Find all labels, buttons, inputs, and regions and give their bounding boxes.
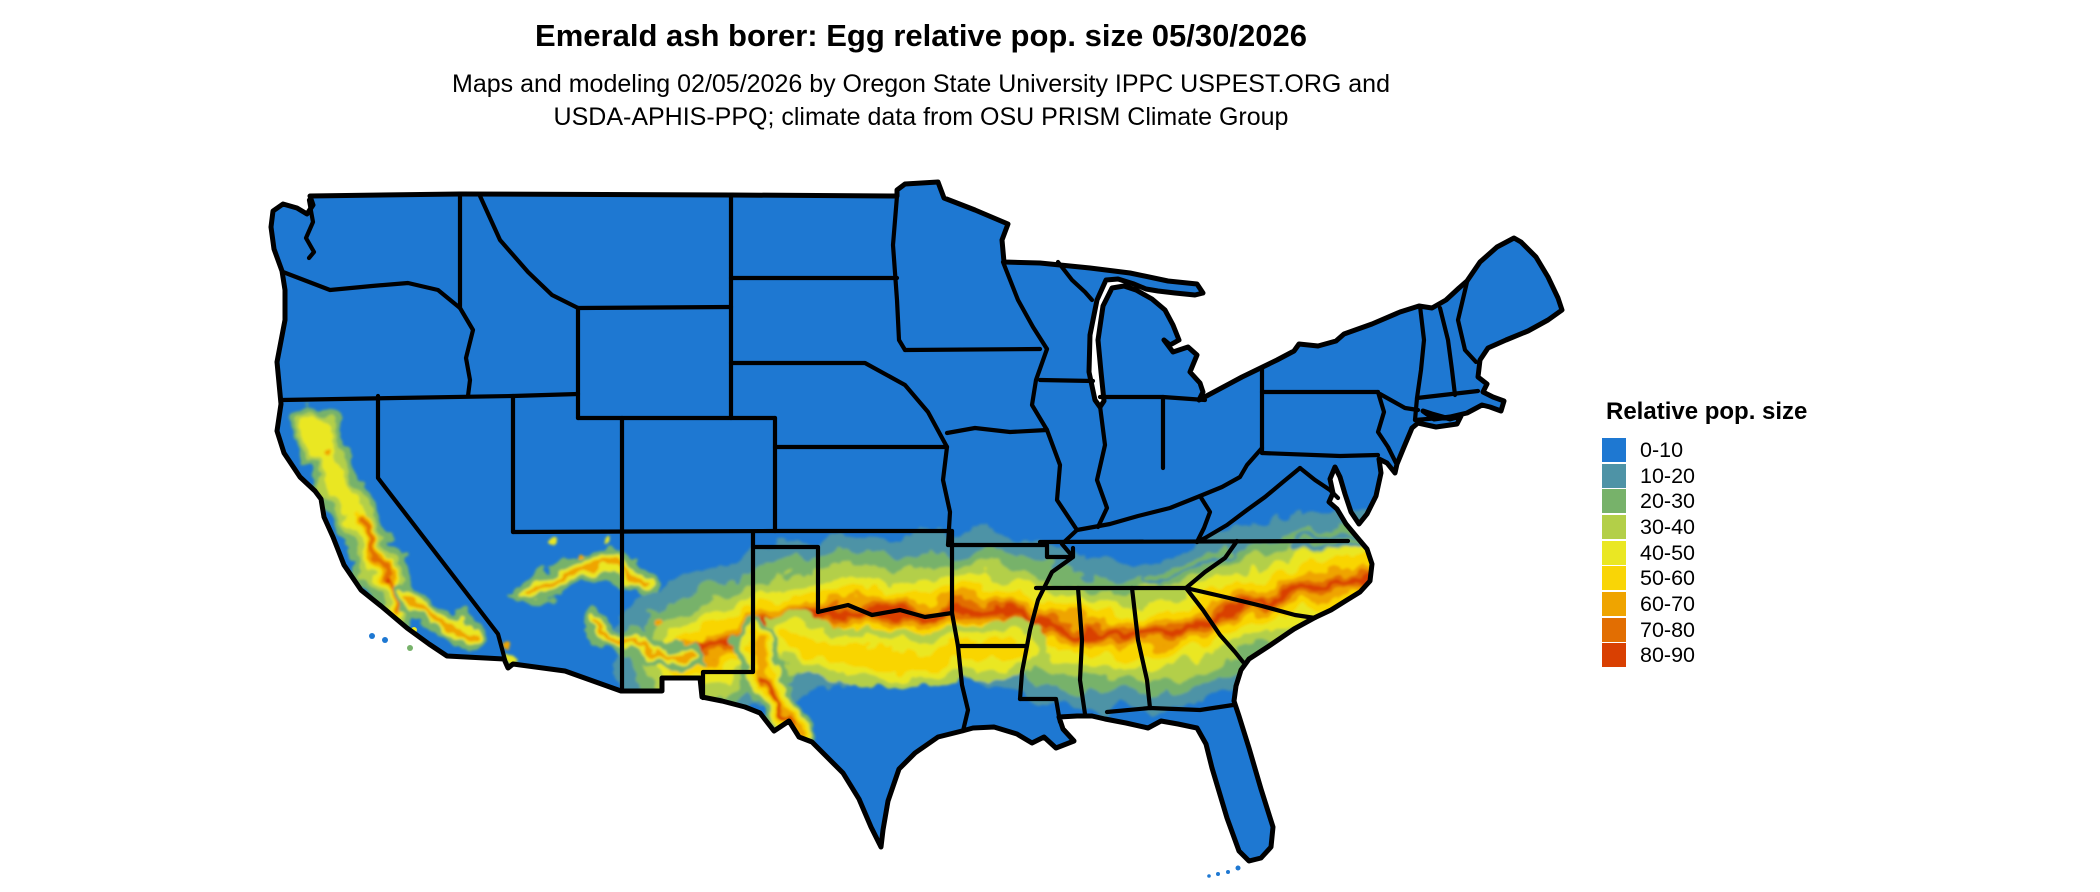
- state-border-line: [1075, 585, 1088, 717]
- puget-sound-line: [303, 197, 317, 261]
- state-border-line: [728, 360, 950, 450]
- state-border-line: [949, 528, 961, 649]
- heat-az-spot: [606, 541, 614, 549]
- state-border-line: [1455, 279, 1479, 365]
- legend-row: 70-80: [1602, 617, 1902, 643]
- heat-az-spot: [571, 551, 579, 559]
- state-border-line: [1000, 259, 1050, 352]
- us-landmass: [271, 182, 1562, 861]
- state-border-line: [890, 193, 908, 353]
- state-border-line: [1412, 303, 1427, 423]
- legend-row: 60-70: [1602, 591, 1902, 617]
- state-border-line: [1017, 696, 1063, 725]
- legend-rows: 0-10 10-20 20-30 30-40 40-50 50-60 60-70…: [1602, 437, 1902, 668]
- legend-label: 60-70: [1640, 591, 1695, 616]
- legend-label: 80-90: [1640, 643, 1695, 668]
- state-border-line: [510, 528, 955, 535]
- legend-label: 0-10: [1640, 437, 1684, 462]
- legend-swatch: [1602, 514, 1626, 539]
- state-border-line: [902, 346, 1043, 353]
- legend-row: 30-40: [1602, 514, 1902, 540]
- legend-title: Relative pop. size: [1606, 398, 1808, 425]
- state-border-line: [1183, 538, 1240, 591]
- state-border-line: [375, 393, 508, 663]
- state-border-line: [1183, 585, 1246, 665]
- state-border-line: [477, 193, 581, 311]
- legend-swatch: [1602, 437, 1626, 462]
- state-border-line: [750, 529, 821, 615]
- state-border-line: [575, 304, 734, 311]
- state-border-line: [1094, 403, 1110, 530]
- state-border-line: [1194, 493, 1213, 545]
- legend-row: 50-60: [1602, 565, 1902, 591]
- heat-ca-orange-spot: [323, 448, 331, 456]
- heat-az-spot: [548, 540, 558, 550]
- legend-swatch: [1602, 463, 1626, 488]
- legend-row: 80-90: [1602, 643, 1902, 669]
- state-border-line: [1029, 346, 1080, 533]
- legend-swatch: [1602, 540, 1626, 565]
- legend-row: 10-20: [1602, 463, 1902, 489]
- state-border-line: [1437, 305, 1458, 398]
- legend-label: 20-30: [1640, 489, 1695, 514]
- state-border-line: [457, 193, 476, 399]
- legend-label: 50-60: [1640, 566, 1695, 591]
- legend-swatch: [1602, 489, 1626, 514]
- legend-swatch: [1602, 566, 1626, 591]
- state-borders: [279, 193, 1481, 734]
- state-border-line: [955, 643, 971, 734]
- state-border-line: [1259, 450, 1381, 459]
- state-border-line: [944, 425, 1050, 436]
- state-border-line: [1129, 585, 1153, 711]
- heat-nm-spot: [655, 615, 665, 625]
- state-border-line: [1375, 389, 1399, 466]
- map-subtitle-line1: Maps and modeling 02/05/2026 by Oregon S…: [452, 70, 1390, 98]
- state-border-line: [815, 602, 955, 620]
- legend-label: 70-80: [1640, 617, 1695, 642]
- state-border-line: [1097, 394, 1208, 403]
- legend-label: 40-50: [1640, 540, 1695, 565]
- state-border-line: [1055, 259, 1095, 303]
- legend-swatch: [1602, 617, 1626, 642]
- map-title: Emerald ash borer: Egg relative pop. siz…: [535, 18, 1307, 53]
- state-border-line: [1183, 585, 1318, 621]
- legend: Relative pop. size 0-10 10-20 20-30 30-4…: [1602, 398, 1902, 668]
- legend-row: 20-30: [1602, 488, 1902, 514]
- state-border-line: [1037, 377, 1096, 384]
- state-border-line: [1414, 388, 1481, 401]
- state-border-line: [1377, 391, 1421, 413]
- legend-swatch: [1602, 643, 1626, 668]
- legend-label: 10-20: [1640, 463, 1695, 488]
- legend-label: 30-40: [1640, 514, 1695, 539]
- state-border-line: [1104, 702, 1236, 715]
- state-border-line: [1194, 465, 1303, 545]
- heat-nm-spot: [694, 634, 706, 646]
- legend-row: 40-50: [1602, 540, 1902, 566]
- legend-row: 0-10: [1602, 437, 1902, 463]
- figure-header: Emerald ash borer: Egg relative pop. siz…: [0, 16, 1842, 134]
- map-subtitle: Maps and modeling 02/05/2026 by Oregon S…: [0, 68, 1842, 134]
- map-subtitle-line2: USDA-APHIS-PPQ; climate data from OSU PR…: [553, 103, 1289, 131]
- state-border-line: [940, 444, 953, 548]
- heat-ca-red-spot: [385, 575, 393, 583]
- legend-swatch: [1602, 591, 1626, 616]
- state-border-line: [280, 269, 463, 311]
- state-border-line: [1017, 527, 1080, 702]
- state-border-line: [1037, 538, 1351, 545]
